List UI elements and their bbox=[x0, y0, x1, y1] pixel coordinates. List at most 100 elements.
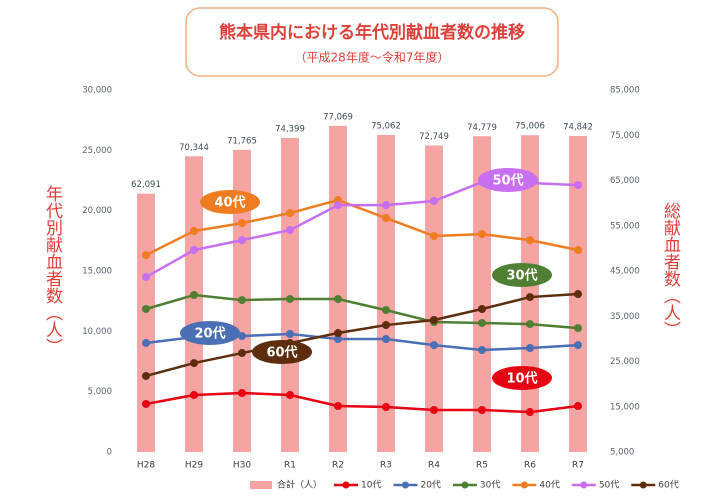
point bbox=[142, 251, 150, 260]
point bbox=[334, 335, 342, 344]
point bbox=[430, 406, 438, 415]
legend-label: 40代 bbox=[539, 480, 559, 491]
point bbox=[382, 321, 390, 330]
point bbox=[478, 230, 486, 239]
x-tick-label: R5 bbox=[476, 461, 488, 471]
point bbox=[286, 391, 294, 400]
point bbox=[142, 305, 150, 314]
legend-swatch bbox=[580, 481, 588, 489]
legend-label: 20代 bbox=[420, 480, 440, 491]
chart-subtitle: （平成28年度～令和7年度） bbox=[295, 50, 450, 65]
point bbox=[574, 402, 582, 411]
y2-tick-label: 75,000 bbox=[610, 131, 640, 141]
legend-swatch bbox=[461, 481, 469, 489]
value-label: 74,399 bbox=[275, 124, 305, 134]
point bbox=[286, 209, 294, 218]
point bbox=[334, 329, 342, 338]
y-axis-label: 年代別献血者数（人） bbox=[42, 185, 63, 355]
point bbox=[382, 201, 390, 210]
point bbox=[430, 232, 438, 241]
point bbox=[190, 359, 198, 368]
value-label: 75,006 bbox=[515, 122, 545, 132]
x-tick-label: R7 bbox=[572, 461, 584, 471]
point bbox=[382, 306, 390, 315]
point bbox=[190, 246, 198, 255]
point bbox=[526, 293, 534, 302]
point bbox=[526, 343, 534, 352]
y2-tick-label: 25,000 bbox=[610, 357, 640, 367]
legend-swatch bbox=[401, 481, 409, 489]
legend-label: 60代 bbox=[658, 480, 678, 491]
y2-tick-label: 35,000 bbox=[610, 312, 640, 322]
bar bbox=[473, 136, 491, 452]
legend-label: 合計（人） bbox=[277, 479, 322, 491]
value-label: 72,749 bbox=[419, 132, 449, 142]
point bbox=[382, 335, 390, 344]
legend-label: 50代 bbox=[599, 480, 619, 491]
y-tick-label: 15,000 bbox=[82, 267, 112, 277]
y2-tick-label: 65,000 bbox=[610, 176, 640, 186]
point bbox=[334, 294, 342, 303]
point bbox=[574, 341, 582, 350]
point bbox=[142, 399, 150, 408]
point bbox=[382, 214, 390, 223]
point bbox=[238, 236, 246, 245]
callout-bubble bbox=[200, 190, 260, 214]
line bbox=[145, 391, 579, 414]
point bbox=[238, 296, 246, 305]
value-label: 62,091 bbox=[131, 180, 161, 190]
callout-bubble bbox=[492, 263, 552, 287]
legend-label: 10代 bbox=[361, 480, 381, 491]
x-tick-label: H30 bbox=[233, 461, 251, 471]
y-tick-label: 25,000 bbox=[82, 146, 112, 156]
bar bbox=[137, 193, 155, 453]
callout-label: 30代 bbox=[506, 268, 537, 284]
value-label: 71,765 bbox=[227, 136, 257, 146]
point bbox=[526, 320, 534, 329]
y2-axis-label: 総献血者数（人） bbox=[660, 202, 681, 338]
callout-bubble bbox=[478, 168, 538, 192]
point bbox=[286, 226, 294, 235]
point bbox=[430, 315, 438, 324]
x-tick-label: R4 bbox=[428, 461, 440, 471]
callout-label: 10代 bbox=[506, 371, 537, 387]
value-label: 74,779 bbox=[467, 123, 497, 133]
point bbox=[574, 290, 582, 299]
legend-swatch bbox=[520, 481, 528, 489]
point bbox=[142, 371, 150, 380]
point bbox=[430, 341, 438, 350]
y2-tick-label: 55,000 bbox=[610, 221, 640, 231]
point bbox=[334, 201, 342, 210]
x-tick-label: R6 bbox=[524, 461, 536, 471]
callout-bubble bbox=[252, 340, 312, 364]
legend-swatch bbox=[250, 481, 272, 489]
point bbox=[190, 391, 198, 400]
chart-title: 熊本県内における年代別献血者数の推移 bbox=[219, 22, 525, 43]
y-tick-label: 30,000 bbox=[82, 86, 112, 96]
callout-label: 20代 bbox=[194, 326, 225, 342]
value-label: 70,344 bbox=[179, 143, 209, 153]
callout-label: 50代 bbox=[492, 173, 523, 189]
point bbox=[238, 219, 246, 228]
callout-bubble bbox=[492, 366, 552, 390]
point bbox=[238, 349, 246, 358]
point bbox=[526, 236, 534, 245]
value-label: 77,069 bbox=[323, 112, 353, 122]
x-tick-label: H28 bbox=[137, 461, 155, 471]
point bbox=[238, 332, 246, 341]
y-tick-label: 10,000 bbox=[82, 327, 112, 337]
y2-tick-label: 45,000 bbox=[610, 267, 640, 277]
point bbox=[286, 294, 294, 303]
y2-tick-label: 15,000 bbox=[610, 402, 640, 412]
callout-bubble bbox=[180, 321, 240, 345]
bar bbox=[425, 145, 443, 452]
value-label: 74,842 bbox=[563, 122, 593, 132]
x-tick-label: R1 bbox=[284, 461, 296, 471]
point bbox=[238, 388, 246, 397]
point bbox=[478, 305, 486, 314]
bar bbox=[281, 137, 299, 452]
legend-swatch bbox=[342, 481, 350, 489]
bar bbox=[377, 134, 395, 452]
